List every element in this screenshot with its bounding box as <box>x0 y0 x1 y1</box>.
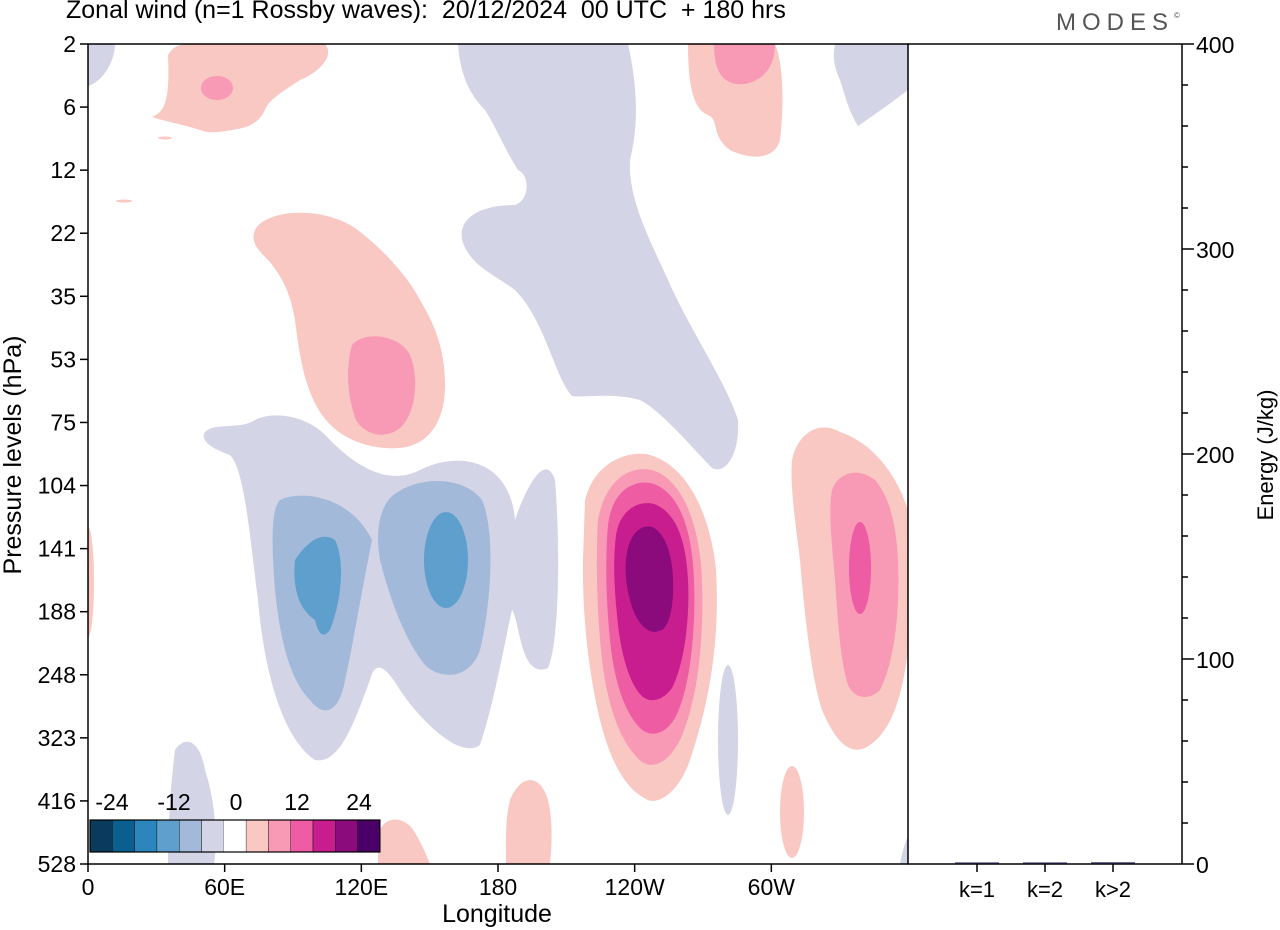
contour-pos-speck-b <box>158 136 172 140</box>
energy-bar <box>1091 862 1135 864</box>
y-tick-label: 2 <box>63 31 76 57</box>
brand-mark: © <box>1174 11 1180 20</box>
x-ticks: 0 60E 120E 180 120W 60W <box>82 864 796 900</box>
colorbar: -24 -12 0 12 24 <box>89 789 381 853</box>
y-tick-label: 6 <box>63 94 76 120</box>
energy-category-label: k=2 <box>1027 877 1063 902</box>
energy-category-label: k>2 <box>1095 877 1131 902</box>
colorbar-swatch <box>312 819 336 853</box>
energy-ticks: 0 100 200 300 400 <box>1182 32 1234 878</box>
x-tick-label: 60E <box>204 874 245 900</box>
energy-bars <box>955 862 1135 864</box>
contour-neg-core-b <box>424 512 468 608</box>
y-tick-label: 528 <box>38 851 76 877</box>
energy-tick-label: 0 <box>1196 852 1209 878</box>
y-axis-label: Pressure levels (hPa) <box>0 336 27 575</box>
contour-neg-topleft <box>88 44 115 86</box>
y-tick-label: 104 <box>38 473 77 499</box>
y-tick-label: 323 <box>38 725 76 751</box>
colorbar-swatch <box>112 819 135 853</box>
contour-neg-thin <box>718 665 738 815</box>
colorbar-label: -12 <box>157 789 190 815</box>
colorbar-swatch <box>223 820 247 852</box>
y-ticks: 2 6 12 22 35 53 75 104 141 188 248 323 416 528 <box>38 31 88 877</box>
contour-neg-topright <box>833 44 908 126</box>
contour-pos-upper-mid <box>253 212 445 449</box>
x-tick-label: 120E <box>334 874 388 900</box>
y-tick-label: 188 <box>38 599 76 625</box>
contour-neg-core-a <box>294 536 342 635</box>
contour-neg-band <box>203 415 559 761</box>
contour-field <box>88 44 908 864</box>
y-tick-label: 141 <box>38 536 76 562</box>
colorbar-swatch <box>357 819 381 853</box>
colorbar-swatch <box>290 819 314 853</box>
colorbar-label: 12 <box>284 789 310 815</box>
contour-pos-bottom-a <box>505 780 552 864</box>
energy-tick-label: 100 <box>1196 647 1234 673</box>
contour-pos-right-core <box>849 522 871 614</box>
x-tick-label: 60W <box>748 874 796 900</box>
colorbar-swatch <box>201 819 224 853</box>
energy-bar <box>1023 862 1067 864</box>
colorbar-swatch <box>335 819 358 853</box>
y-tick-label: 416 <box>38 788 76 814</box>
brand-name: MODES <box>1056 9 1175 36</box>
colorbar-swatch <box>134 819 158 853</box>
heatmap-frame <box>87 43 909 865</box>
x-tick-label: 0 <box>82 874 95 900</box>
contour-pos-topleft-core <box>201 76 233 100</box>
colorbar-swatch <box>245 819 269 853</box>
contour-neg-upper <box>458 44 739 470</box>
y-tick-label: 12 <box>50 157 76 183</box>
y-tick-label: 22 <box>50 220 76 246</box>
energy-axis-label: Energy (J/kg) <box>1253 390 1278 521</box>
colorbar-swatch <box>156 819 180 853</box>
x-tick-label: 180 <box>479 874 517 900</box>
energy-tick-label: 300 <box>1196 237 1234 263</box>
brand-logo: MODES© <box>1056 9 1180 37</box>
y-tick-label: 53 <box>50 346 76 372</box>
contour-pos-topright-core <box>714 44 775 85</box>
colorbar-swatch <box>268 819 291 853</box>
contour-pos-main-core <box>625 526 674 632</box>
y-tick-label: 75 <box>50 409 76 435</box>
contour-pos-bottom-b <box>378 819 430 864</box>
contour-pos-upper-core <box>348 336 416 435</box>
energy-tick-label: 400 <box>1196 32 1234 58</box>
y-tick-label: 35 <box>50 283 76 309</box>
energy-categories: k=1 k=2 k>2 <box>959 864 1131 902</box>
energy-category-label: k=1 <box>959 877 995 902</box>
contour-pos-small <box>780 766 804 858</box>
contour-pos-topleft <box>152 44 329 133</box>
colorbar-label: 0 <box>230 789 243 815</box>
colorbar-swatch <box>178 819 202 853</box>
colorbar-swatch <box>89 819 113 853</box>
contour-pos-left-edge <box>88 527 94 637</box>
colorbar-frame <box>89 819 381 853</box>
colorbar-label: 24 <box>346 789 372 815</box>
energy-tick-label: 200 <box>1196 442 1234 468</box>
chart-title: Zonal wind (n=1 Rossby waves): 20/12/202… <box>66 0 786 24</box>
x-axis-label: Longitude <box>442 900 552 928</box>
colorbar-label: -24 <box>95 789 128 815</box>
x-tick-label: 120W <box>605 874 665 900</box>
energy-bar <box>955 862 999 864</box>
y-tick-label: 248 <box>38 662 76 688</box>
contour-neg-bottomright <box>900 836 908 864</box>
contour-pos-speck-a <box>116 199 132 203</box>
